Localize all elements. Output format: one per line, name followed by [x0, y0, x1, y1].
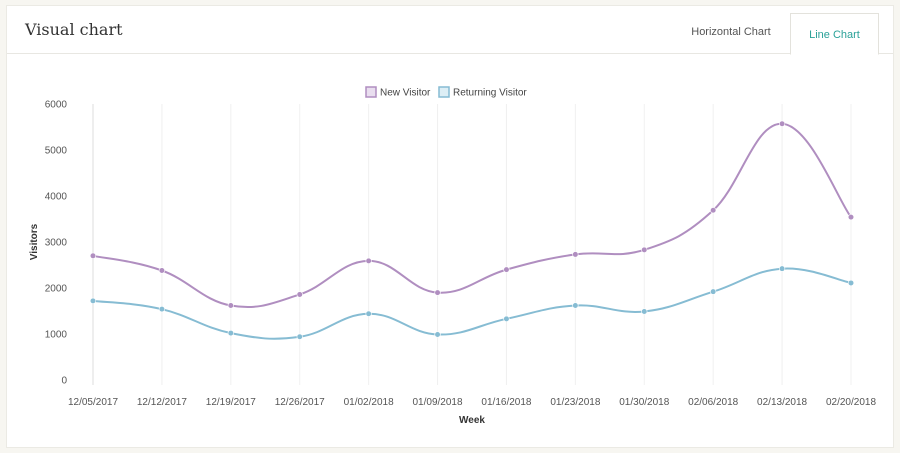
tab-horizontal-chart[interactable]: Horizontal Chart	[691, 26, 771, 38]
data-point-returning-visitor[interactable]	[572, 302, 579, 309]
y-tick-label: 2000	[45, 284, 68, 295]
data-point-new-visitor[interactable]	[158, 267, 166, 274]
y-tick-label: 6000	[45, 100, 68, 111]
data-point-returning-visitor[interactable]	[89, 297, 97, 304]
chart-grid	[92, 104, 852, 385]
y-tick-label: 0	[61, 376, 67, 387]
legend-label-returning-visitor[interactable]: Returning Visitor	[453, 88, 527, 99]
x-tick-label: 01/02/2018	[344, 397, 394, 408]
series-line-new-visitor	[92, 122, 852, 309]
data-point-new-visitor[interactable]	[710, 207, 717, 214]
x-tick-label: 12/05/2017	[68, 397, 118, 408]
data-point-new-visitor[interactable]	[572, 251, 579, 258]
data-point-new-visitor[interactable]	[365, 257, 372, 264]
data-point-new-visitor[interactable]	[434, 289, 441, 296]
data-point-new-visitor[interactable]	[778, 120, 786, 127]
data-point-returning-visitor[interactable]	[296, 333, 303, 340]
data-point-new-visitor[interactable]	[503, 266, 510, 273]
data-point-returning-visitor[interactable]	[365, 310, 372, 317]
chart-legend: New Visitor Returning Visitor	[365, 86, 527, 99]
x-axis-title: Week	[459, 415, 485, 426]
x-tick-label: 01/30/2018	[619, 397, 669, 408]
data-point-returning-visitor[interactable]	[503, 315, 510, 322]
card-header: Visual chart Horizontal Chart Line Chart	[7, 6, 893, 55]
data-point-returning-visitor[interactable]	[641, 308, 648, 315]
data-point-returning-visitor[interactable]	[434, 331, 441, 338]
x-tick-label: 12/26/2017	[275, 397, 325, 408]
y-tick-label: 5000	[45, 146, 68, 157]
y-tick-label: 3000	[45, 238, 68, 249]
legend-swatch-new-visitor[interactable]	[365, 86, 377, 98]
data-point-new-visitor[interactable]	[89, 252, 97, 259]
x-tick-label: 12/19/2017	[206, 397, 256, 408]
y-tick-label: 1000	[45, 330, 68, 341]
x-tick-label: 01/23/2018	[550, 397, 600, 408]
x-tick-label: 02/13/2018	[757, 397, 807, 408]
x-tick-label: 12/12/2017	[137, 397, 187, 408]
chart-axes: 0 1000 2000 3000 4000 5000 6000 12/05/2017 12/12…	[45, 100, 877, 409]
data-point-returning-visitor[interactable]	[847, 279, 855, 287]
data-point-returning-visitor[interactable]	[710, 288, 717, 295]
y-tick-label: 4000	[45, 192, 68, 203]
chart-card: Visual chart Horizontal Chart Line Chart	[6, 5, 894, 448]
x-tick-label: 02/20/2018	[826, 397, 876, 408]
data-point-new-visitor[interactable]	[641, 246, 648, 253]
y-axis-title: Visitors	[29, 223, 40, 260]
data-point-new-visitor[interactable]	[296, 291, 303, 298]
x-tick-label: 02/06/2018	[688, 397, 738, 408]
page-title: Visual chart	[25, 20, 123, 39]
data-point-returning-visitor[interactable]	[158, 306, 166, 313]
data-point-returning-visitor[interactable]	[778, 265, 786, 272]
legend-label-new-visitor[interactable]: New Visitor	[380, 88, 431, 99]
series-line-returning-visitor	[92, 267, 852, 340]
data-point-new-visitor[interactable]	[847, 214, 855, 221]
x-tick-label: 01/09/2018	[413, 397, 463, 408]
tab-line-chart[interactable]: Line Chart	[790, 13, 879, 55]
legend-swatch-returning-visitor[interactable]	[438, 86, 450, 98]
x-tick-label: 01/16/2018	[481, 397, 531, 408]
data-point-new-visitor[interactable]	[227, 302, 234, 309]
data-point-returning-visitor[interactable]	[227, 329, 234, 337]
chart-series	[89, 120, 855, 340]
